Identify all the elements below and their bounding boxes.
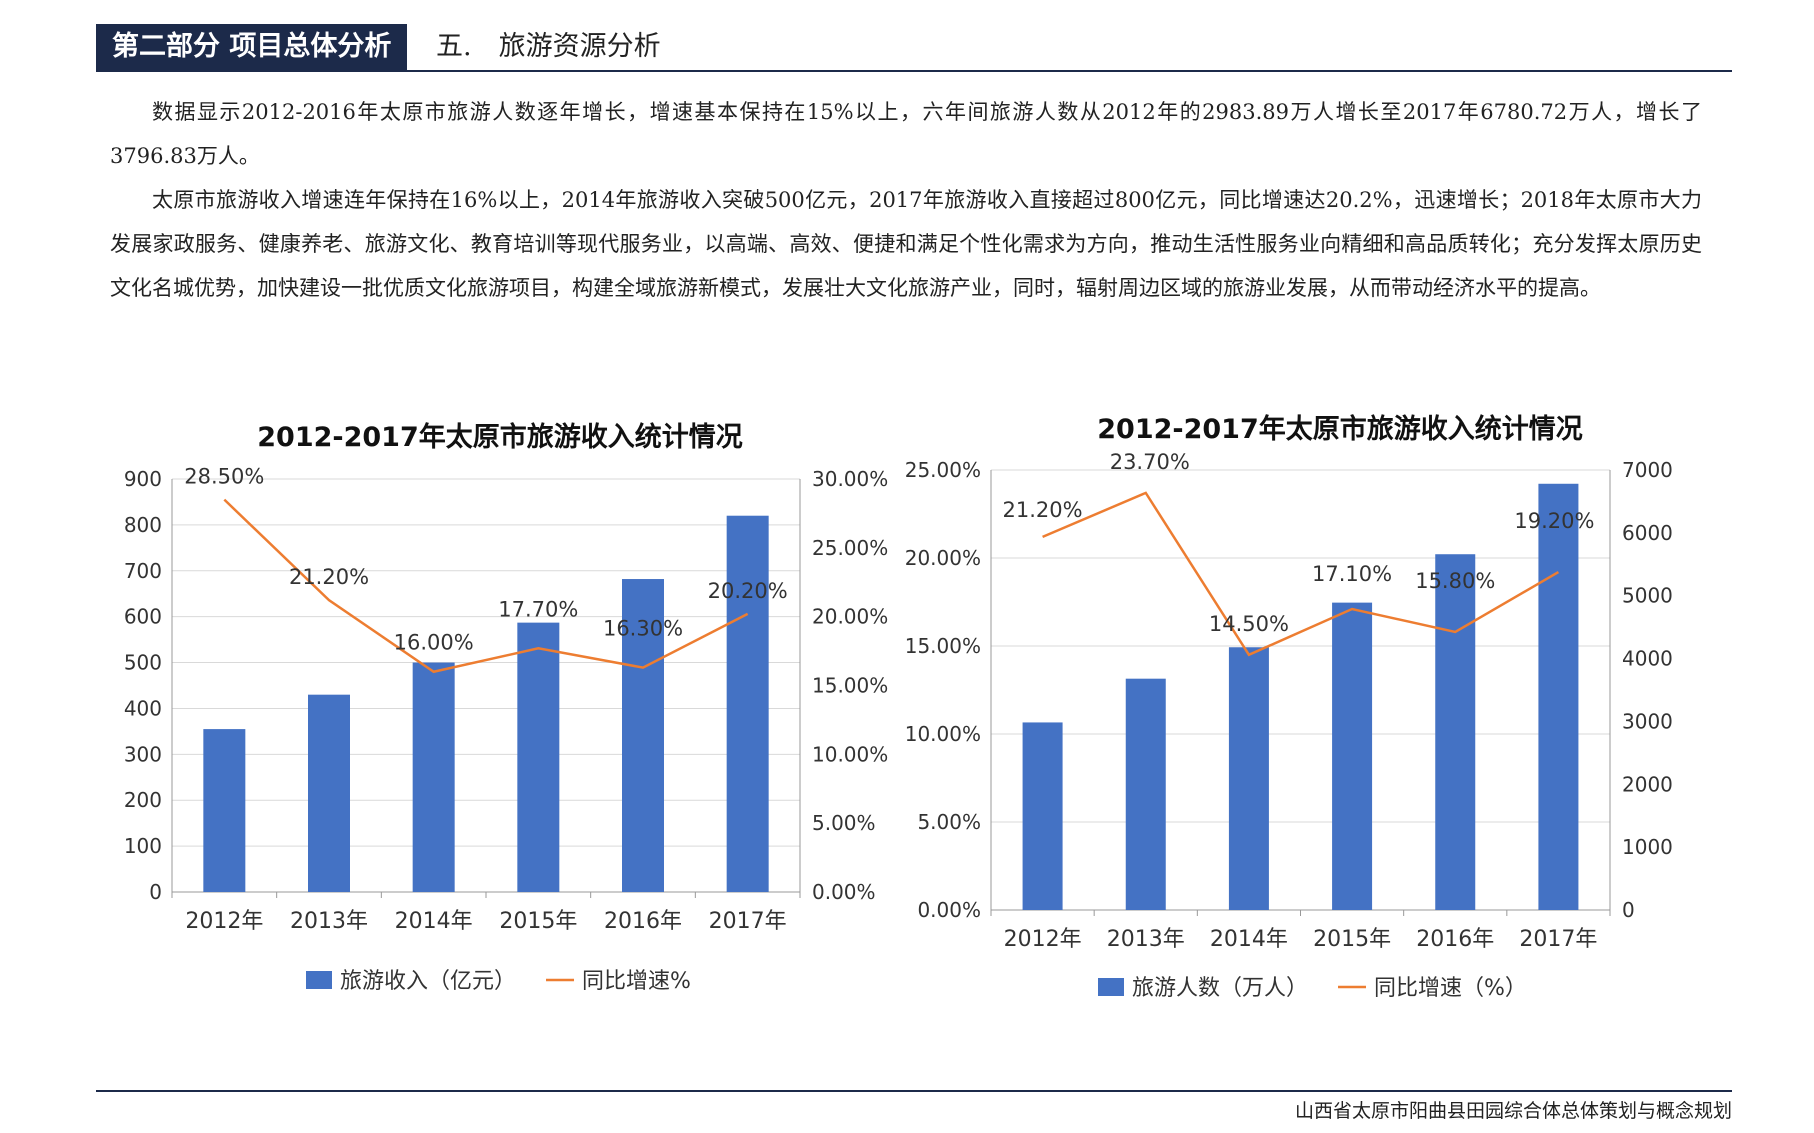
data-label: 23.70% [1110, 450, 1190, 474]
x-tick-label: 2012年 [1004, 927, 1082, 952]
x-tick-label: 2015年 [1313, 927, 1391, 952]
legend-bar-swatch [306, 971, 332, 989]
y-right-tick-label: 1000 [1622, 835, 1673, 859]
footer-divider [96, 1090, 1732, 1092]
paragraph-2: 太原市旅游收入增速连年保持在16%以上，2014年旅游收入突破500亿元，201… [110, 188, 1702, 300]
paragraph-1: 数据显示2012-2016年太原市旅游人数逐年增长，增速基本保持在15%以上，六… [110, 100, 1702, 168]
y-right-tick-label: 5.00% [812, 811, 876, 835]
x-tick-label: 2017年 [1519, 927, 1597, 952]
x-tick-label: 2013年 [290, 909, 368, 934]
y-right-tick-label: 0 [1622, 898, 1635, 922]
bar [203, 729, 246, 892]
legend-line-label: 同比增速% [582, 969, 691, 994]
bar [1538, 483, 1579, 910]
data-label: 17.70% [498, 597, 578, 621]
bar [1125, 678, 1166, 910]
bar [412, 662, 455, 892]
bar [1435, 554, 1476, 910]
x-tick-label: 2016年 [1416, 927, 1494, 952]
y-left-tick-label: 10.00% [905, 722, 981, 746]
x-tick-label: 2012年 [185, 909, 263, 934]
data-label: 19.20% [1514, 509, 1594, 533]
bar [1332, 602, 1373, 910]
growth-line [1042, 491, 1560, 657]
y-right-tick-label: 4000 [1622, 647, 1673, 671]
y-right-tick-label: 3000 [1622, 709, 1673, 733]
x-tick-label: 2017年 [709, 909, 787, 934]
y-right-tick-label: 30.00% [812, 467, 888, 491]
y-right-tick-label: 2000 [1622, 772, 1673, 796]
legend-bar-label: 旅游收入（亿元） [340, 969, 516, 994]
y-left-tick-label: 5.00% [917, 810, 981, 834]
data-label: 21.20% [289, 565, 369, 589]
legend-bar-label: 旅游人数（万人） [1132, 976, 1308, 1001]
y-left-tick-label: 0.00% [917, 898, 981, 922]
y-left-tick-label: 900 [124, 467, 162, 491]
data-label: 16.30% [603, 617, 683, 641]
y-right-tick-label: 0.00% [812, 880, 876, 904]
legend-line-label: 同比增速（%） [1374, 976, 1527, 1001]
data-label: 15.80% [1415, 569, 1495, 593]
data-label: 14.50% [1209, 612, 1289, 636]
legend-bar-swatch [1098, 978, 1124, 996]
y-left-tick-label: 400 [124, 696, 162, 720]
y-left-tick-label: 700 [124, 559, 162, 583]
x-tick-label: 2016年 [604, 909, 682, 934]
bar [622, 579, 664, 892]
data-label: 20.20% [708, 579, 788, 603]
y-right-tick-label: 6000 [1622, 521, 1673, 545]
y-right-tick-label: 20.00% [812, 605, 888, 629]
header-divider [96, 70, 1732, 72]
y-left-tick-label: 800 [124, 513, 162, 537]
section-tag: 第二部分 项目总体分析 [96, 24, 408, 70]
data-label: 21.20% [1003, 498, 1083, 522]
chart-title: 2012-2017年太原市旅游收入统计情况 [1097, 413, 1583, 445]
y-left-tick-label: 0 [149, 880, 162, 904]
y-left-tick-label: 20.00% [905, 546, 981, 570]
data-label: 16.00% [394, 631, 474, 655]
section-subtitle: 五. 旅游资源分析 [436, 31, 661, 62]
page-header: 第二部分 项目总体分析 五. 旅游资源分析 [96, 22, 1732, 70]
body-text: 数据显示2012-2016年太原市旅游人数逐年增长，增速基本保持在15%以上，六… [110, 90, 1702, 310]
y-left-tick-label: 600 [124, 605, 162, 629]
y-right-tick-label: 15.00% [812, 674, 888, 698]
bar [726, 515, 769, 892]
footer-text: 山西省太原市阳曲县田园综合体总体策划与概念规划 [1294, 1100, 1732, 1122]
y-right-tick-label: 5000 [1622, 584, 1673, 608]
y-right-tick-label: 25.00% [812, 536, 888, 560]
y-left-tick-label: 25.00% [905, 458, 981, 482]
y-left-tick-label: 200 [124, 788, 162, 812]
bar [308, 694, 350, 892]
x-tick-label: 2014年 [395, 909, 473, 934]
y-right-tick-label: 7000 [1622, 458, 1673, 482]
x-tick-label: 2013年 [1107, 927, 1185, 952]
y-left-tick-label: 100 [124, 834, 162, 858]
growth-line [223, 498, 749, 674]
y-left-tick-label: 500 [124, 651, 162, 675]
y-left-tick-label: 15.00% [905, 634, 981, 658]
y-right-tick-label: 10.00% [812, 742, 888, 766]
chart-title: 2012-2017年太原市旅游收入统计情况 [257, 421, 743, 453]
bar [1228, 647, 1269, 910]
bar [517, 622, 560, 892]
x-tick-label: 2014年 [1210, 927, 1288, 952]
y-left-tick-label: 300 [124, 742, 162, 766]
data-label: 28.50% [184, 465, 264, 489]
data-label: 17.10% [1312, 562, 1392, 586]
x-tick-label: 2015年 [499, 909, 577, 934]
bar [1022, 722, 1063, 910]
